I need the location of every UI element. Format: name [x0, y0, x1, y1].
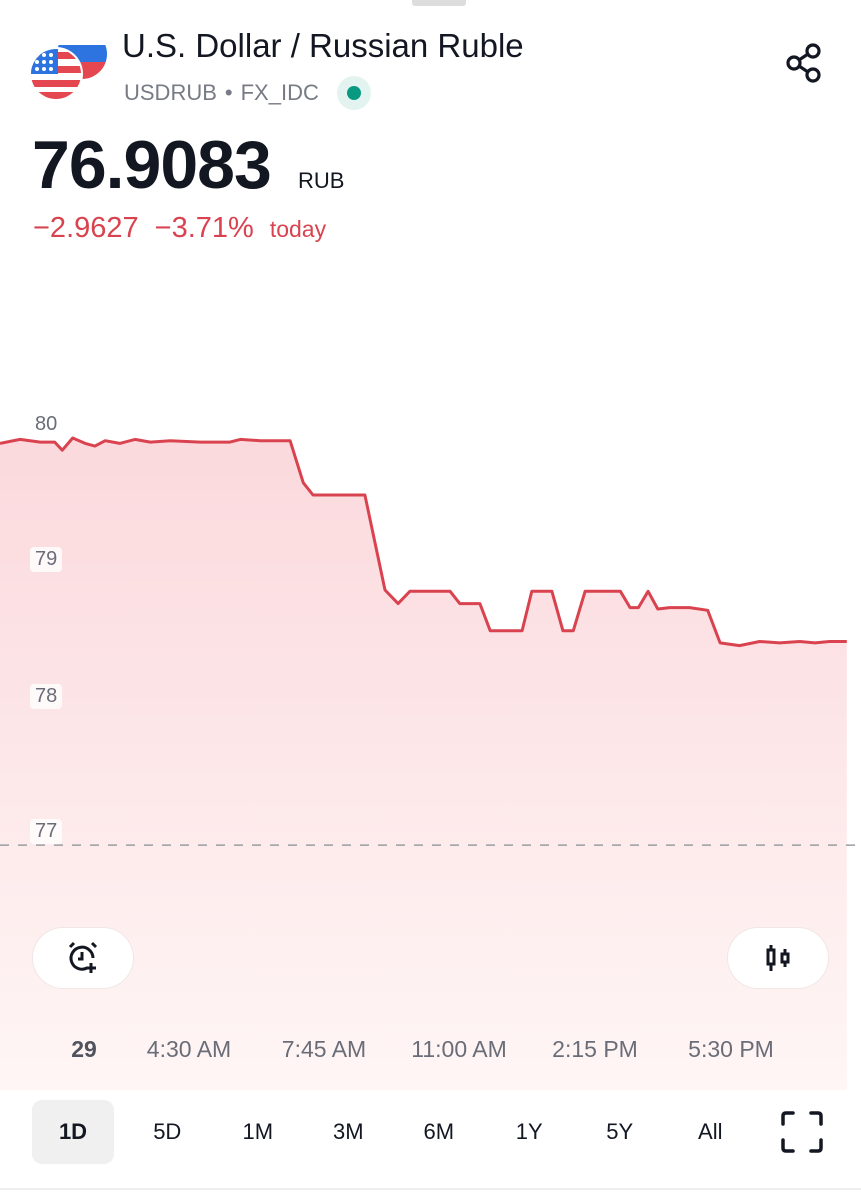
add-alert-button[interactable]: [33, 928, 133, 988]
x-tick-label: 4:30 AM: [146, 1036, 232, 1062]
page-title: U.S. Dollar / Russian Ruble: [122, 27, 524, 64]
change-percent: −3.71%: [154, 212, 254, 244]
y-tick-label: 80: [30, 412, 63, 437]
x-tick-label: 5:30 PM: [688, 1036, 774, 1062]
range-all[interactable]: All: [698, 1119, 723, 1144]
candlestick-icon: [766, 945, 790, 971]
range-3m[interactable]: 3M: [332, 1119, 364, 1144]
exchange: FX_IDC: [240, 80, 319, 105]
range-selector: 1D 5D 1M 3M 6M 1Y 5Y All: [32, 1100, 756, 1164]
usd-rub-flag-icon: [30, 29, 107, 100]
range-1y[interactable]: 1Y: [515, 1119, 543, 1144]
change-period: today: [269, 216, 327, 242]
x-tick-label: 7:45 AM: [281, 1036, 367, 1062]
divider: [0, 1188, 861, 1190]
y-tick-label: 78: [30, 684, 63, 709]
fullscreen-icon[interactable]: [780, 1110, 824, 1154]
separator: •: [224, 80, 233, 105]
chart-type-button[interactable]: [728, 928, 828, 988]
add-alarm-icon: [68, 941, 98, 973]
x-tick-label: 11:00 AM: [411, 1036, 507, 1062]
price-area-fill: [0, 438, 847, 1090]
share-icon[interactable]: [784, 42, 824, 84]
range-1m[interactable]: 1M: [242, 1119, 274, 1144]
x-tick-label: 29: [71, 1036, 97, 1062]
y-tick-label: 79: [30, 547, 63, 572]
range-6m[interactable]: 6M: [423, 1119, 455, 1144]
price: 76.9083: [32, 127, 272, 203]
currency: RUB: [298, 168, 345, 193]
market-status-icon[interactable]: [336, 76, 371, 110]
change-value: −2.9627: [33, 212, 139, 244]
price-line: [0, 436, 847, 648]
range-5y[interactable]: 5Y: [606, 1119, 634, 1144]
range-5d[interactable]: 5D: [153, 1119, 182, 1144]
y-tick-label: 77: [30, 819, 63, 844]
drag-handle[interactable]: [412, 0, 466, 6]
x-tick-label: 2:15 PM: [552, 1036, 638, 1062]
range-1d[interactable]: 1D: [32, 1100, 114, 1164]
price-change: −2.9627 −3.71% today: [33, 212, 326, 245]
x-axis: 29 4:30 AM 7:45 AM 11:00 AM 2:15 PM 5:30…: [0, 1036, 861, 1066]
symbol: USDRUB: [124, 80, 217, 105]
symbol-info: USDRUB • FX_IDC: [124, 76, 371, 110]
